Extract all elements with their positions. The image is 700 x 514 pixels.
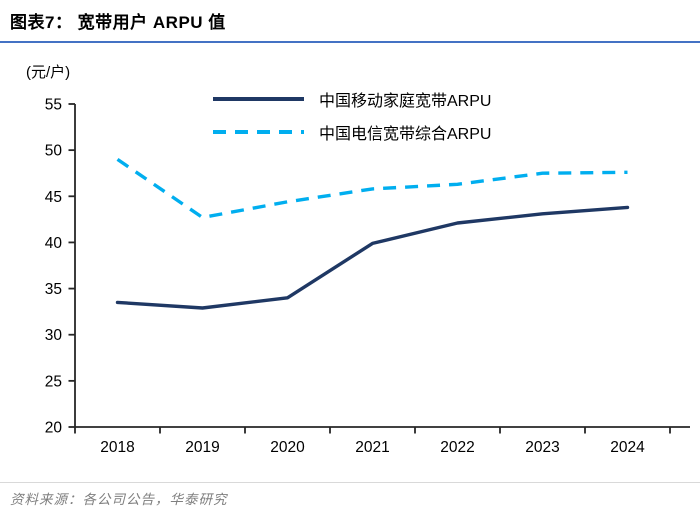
legend: 中国移动家庭宽带ARPU 中国电信宽带综合ARPU: [213, 89, 491, 155]
legend-line-dashed-icon: [213, 129, 304, 134]
y-tick-label: 30: [45, 327, 63, 344]
footer: 资料来源：各公司公告，华泰研究: [0, 482, 700, 508]
y-tick-label: 35: [45, 281, 62, 298]
x-tick-label: 2024: [610, 439, 645, 456]
y-tick-label: 50: [45, 143, 63, 160]
title-row: 图表7： 宽带用户 ARPU 值: [0, 0, 700, 43]
legend-item-mobile: 中国移动家庭宽带ARPU: [213, 89, 492, 110]
x-tick-label: 2023: [525, 439, 559, 456]
y-tick-label: 40: [45, 235, 63, 252]
legend-item-telecom: 中国电信宽带综合ARPU: [213, 122, 492, 143]
y-axis-unit-label: (元/户): [26, 64, 71, 81]
x-tick-label: 2019: [185, 439, 219, 456]
y-tick-label: 55: [45, 97, 62, 114]
chart-title: 图表7： 宽带用户 ARPU 值: [10, 13, 226, 32]
x-tick-label: 2018: [100, 439, 134, 456]
y-tick-label: 25: [45, 373, 62, 390]
series-line-mobile: [115, 205, 630, 310]
y-tick-label: 45: [45, 189, 62, 206]
y-tick-label: 20: [45, 420, 63, 437]
x-tick-label: 2021: [355, 439, 389, 456]
x-tick-label: 2022: [440, 439, 474, 456]
x-tick-label: 2020: [270, 439, 305, 456]
legend-line-solid-icon: [213, 96, 304, 101]
series-line-telecom: [116, 157, 628, 220]
source-note: 资料来源：各公司公告，华泰研究: [10, 492, 228, 507]
legend-label-mobile: 中国移动家庭宽带ARPU: [319, 92, 492, 110]
legend-label-telecom: 中国电信宽带综合ARPU: [319, 125, 492, 143]
title-underline: [0, 41, 700, 43]
